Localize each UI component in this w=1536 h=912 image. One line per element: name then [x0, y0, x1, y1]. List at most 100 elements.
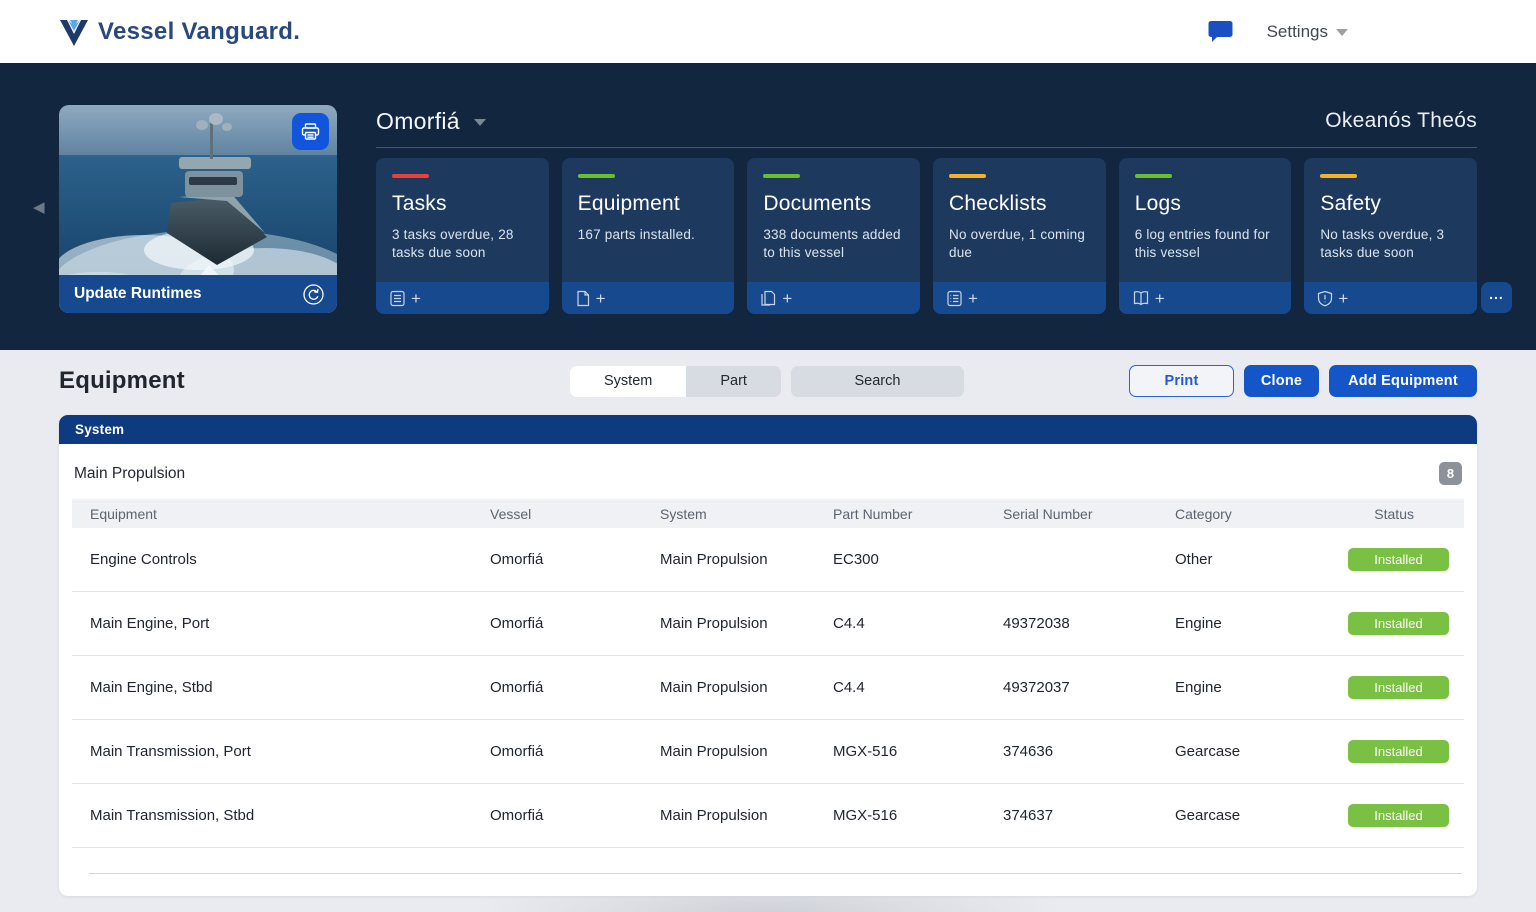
- col-vessel: Vessel: [490, 505, 532, 522]
- cell-part-number: C4.4: [833, 679, 865, 696]
- cell-serial-number: 374636: [1003, 743, 1054, 760]
- copy-documents-icon: [760, 290, 777, 307]
- table-header-row: Equipment Vessel System Part Number Seri…: [72, 499, 1464, 528]
- plus-icon: +: [782, 288, 793, 308]
- card-accent: [949, 174, 987, 178]
- status-badge: Installed: [1348, 612, 1449, 635]
- card-checklists[interactable]: Checklists No overdue, 1 coming due +: [933, 158, 1106, 314]
- card-description: 3 tasks overdue, 28 tasks due soon: [392, 227, 514, 261]
- table-row[interactable]: Engine Controls Omorfiá Main Propulsion …: [72, 528, 1464, 592]
- tab-search[interactable]: Search: [790, 365, 964, 397]
- printer-icon: [301, 122, 320, 140]
- card-title: Documents: [763, 192, 872, 215]
- plus-icon: +: [411, 288, 421, 308]
- col-equipment: Equipment: [90, 505, 157, 522]
- vessel-name: Omorfiá: [376, 107, 460, 134]
- cell-category: Gearcase: [1175, 807, 1241, 824]
- add-equipment-button[interactable]: Add Equipment: [1329, 365, 1477, 397]
- cell-serial-number: 49372038: [1003, 615, 1070, 632]
- status-badge: Installed: [1348, 740, 1449, 763]
- chevron-down-icon: [473, 118, 486, 126]
- add-safety-action[interactable]: +: [1304, 282, 1478, 314]
- print-vessel-image-button[interactable]: [292, 113, 329, 150]
- card-safety[interactable]: Safety No tasks overdue, 3 tasks due soo…: [1304, 158, 1478, 314]
- col-system: System: [660, 505, 707, 522]
- card-description: 6 log entries found for this vessel: [1134, 227, 1270, 261]
- update-runtimes-label: Update Runtimes: [74, 285, 202, 302]
- card-accent: [763, 174, 801, 178]
- card-documents[interactable]: Documents 338 documents added to this ve…: [747, 158, 921, 314]
- table-row[interactable]: Main Transmission, Port Omorfiá Main Pro…: [72, 720, 1464, 784]
- add-equipment-action[interactable]: +: [561, 282, 735, 314]
- refresh-clock-icon: [302, 283, 325, 306]
- add-checklist-action[interactable]: +: [933, 282, 1106, 314]
- equipment-table-card: System Main Propulsion 8 Equipment Vesse…: [59, 415, 1477, 896]
- status-badge: Installed: [1348, 548, 1449, 571]
- carousel-prev-icon[interactable]: ◀: [33, 199, 45, 216]
- brand-logo[interactable]: Vessel Vanguard.: [59, 17, 300, 47]
- print-button[interactable]: Print: [1129, 365, 1234, 397]
- cell-part-number: MGX-516: [833, 743, 898, 760]
- card-tasks[interactable]: Tasks 3 tasks overdue, 28 tasks due soon…: [376, 158, 549, 314]
- cell-part-number: EC300: [833, 551, 879, 568]
- table-row[interactable]: Main Transmission, Stbd Omorfiá Main Pro…: [72, 784, 1464, 848]
- tab-part[interactable]: Part: [686, 365, 781, 397]
- panel-title-bar: System: [59, 415, 1477, 444]
- vessel-selector[interactable]: Omorfiá: [376, 108, 486, 135]
- cell-equipment: Main Engine, Port: [90, 615, 210, 632]
- settings-label: Settings: [1266, 21, 1328, 41]
- cell-vessel: Omorfiá: [490, 807, 544, 824]
- card-title: Equipment: [577, 192, 680, 215]
- card-title: Checklists: [949, 192, 1047, 215]
- cell-category: Other: [1175, 551, 1213, 568]
- add-task-action[interactable]: +: [376, 282, 549, 314]
- card-title: Logs: [1134, 192, 1182, 215]
- book-icon: [1132, 290, 1150, 306]
- add-document-action[interactable]: +: [747, 282, 921, 314]
- cell-vessel: Omorfiá: [490, 679, 544, 696]
- cell-part-number: MGX-516: [833, 807, 898, 824]
- cell-equipment: Engine Controls: [90, 551, 197, 568]
- panel-title: System: [75, 422, 125, 437]
- equipment-section-header: Equipment System Part Search Print Clone…: [0, 350, 1536, 412]
- cell-system: Main Propulsion: [660, 679, 768, 696]
- table-row[interactable]: Main Engine, Stbd Omorfiá Main Propulsio…: [72, 656, 1464, 720]
- shield-alert-icon: [1317, 290, 1333, 307]
- vessel-hero-section: ◀: [0, 63, 1536, 350]
- card-description: No overdue, 1 coming due: [949, 227, 1086, 261]
- update-runtimes-button[interactable]: Update Runtimes: [59, 275, 337, 313]
- hero-divider: [376, 147, 1477, 148]
- clone-button[interactable]: Clone: [1244, 365, 1319, 397]
- card-description: 167 parts installed.: [577, 227, 695, 242]
- card-description: 338 documents added to this vessel: [763, 227, 901, 261]
- col-part-number: Part Number: [833, 505, 913, 522]
- cell-equipment: Main Engine, Stbd: [90, 679, 213, 696]
- summary-cards-row: Tasks 3 tasks overdue, 28 tasks due soon…: [376, 158, 1478, 314]
- card-title: Safety: [1320, 192, 1382, 215]
- card-accent: [1134, 174, 1172, 178]
- cell-system: Main Propulsion: [660, 615, 768, 632]
- cell-serial-number: 374637: [1003, 807, 1054, 824]
- cell-vessel: Omorfiá: [490, 551, 544, 568]
- cell-equipment: Main Transmission, Port: [90, 743, 251, 760]
- cell-system: Main Propulsion: [660, 743, 768, 760]
- cell-vessel: Omorfiá: [490, 743, 544, 760]
- card-accent: [577, 174, 615, 178]
- settings-menu[interactable]: Settings: [1267, 22, 1348, 42]
- file-icon: [575, 290, 591, 307]
- status-badge: Installed: [1348, 676, 1449, 699]
- tab-system[interactable]: System: [570, 365, 687, 397]
- chevron-down-icon: [1336, 29, 1348, 36]
- col-serial-number: Serial Number: [1003, 505, 1093, 522]
- table-row[interactable]: Main Engine, Port Omorfiá Main Propulsio…: [72, 592, 1464, 656]
- vessel-vanguard-logo-icon: [59, 17, 89, 47]
- checklist-icon: [946, 290, 963, 307]
- section-title: Equipment: [59, 367, 185, 394]
- cell-equipment: Main Transmission, Stbd: [90, 807, 255, 824]
- brand-name: Vessel Vanguard.: [98, 17, 301, 45]
- add-log-action[interactable]: +: [1118, 282, 1292, 314]
- chat-bubble-icon[interactable]: [1208, 20, 1233, 43]
- more-cards-button[interactable]: ...: [1481, 282, 1512, 313]
- card-equipment[interactable]: Equipment 167 parts installed. +: [561, 158, 735, 314]
- card-logs[interactable]: Logs 6 log entries found for this vessel…: [1118, 158, 1292, 314]
